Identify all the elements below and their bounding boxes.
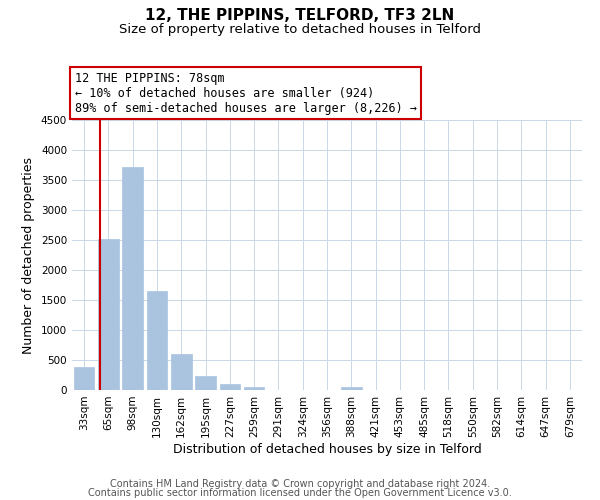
X-axis label: Distribution of detached houses by size in Telford: Distribution of detached houses by size … [173,442,481,456]
Text: Contains public sector information licensed under the Open Government Licence v3: Contains public sector information licen… [88,488,512,498]
Bar [341,386,362,390]
Bar [195,376,216,390]
Bar [98,240,119,390]
Text: Size of property relative to detached houses in Telford: Size of property relative to detached ho… [119,22,481,36]
Bar [122,167,143,390]
Bar [171,354,191,390]
Text: 12 THE PIPPINS: 78sqm
← 10% of detached houses are smaller (924)
89% of semi-det: 12 THE PIPPINS: 78sqm ← 10% of detached … [74,72,416,114]
Bar [74,367,94,390]
Bar [244,386,265,390]
Y-axis label: Number of detached properties: Number of detached properties [22,156,35,354]
Text: Contains HM Land Registry data © Crown copyright and database right 2024.: Contains HM Land Registry data © Crown c… [110,479,490,489]
Text: 12, THE PIPPINS, TELFORD, TF3 2LN: 12, THE PIPPINS, TELFORD, TF3 2LN [145,8,455,22]
Bar [146,291,167,390]
Bar [220,384,240,390]
